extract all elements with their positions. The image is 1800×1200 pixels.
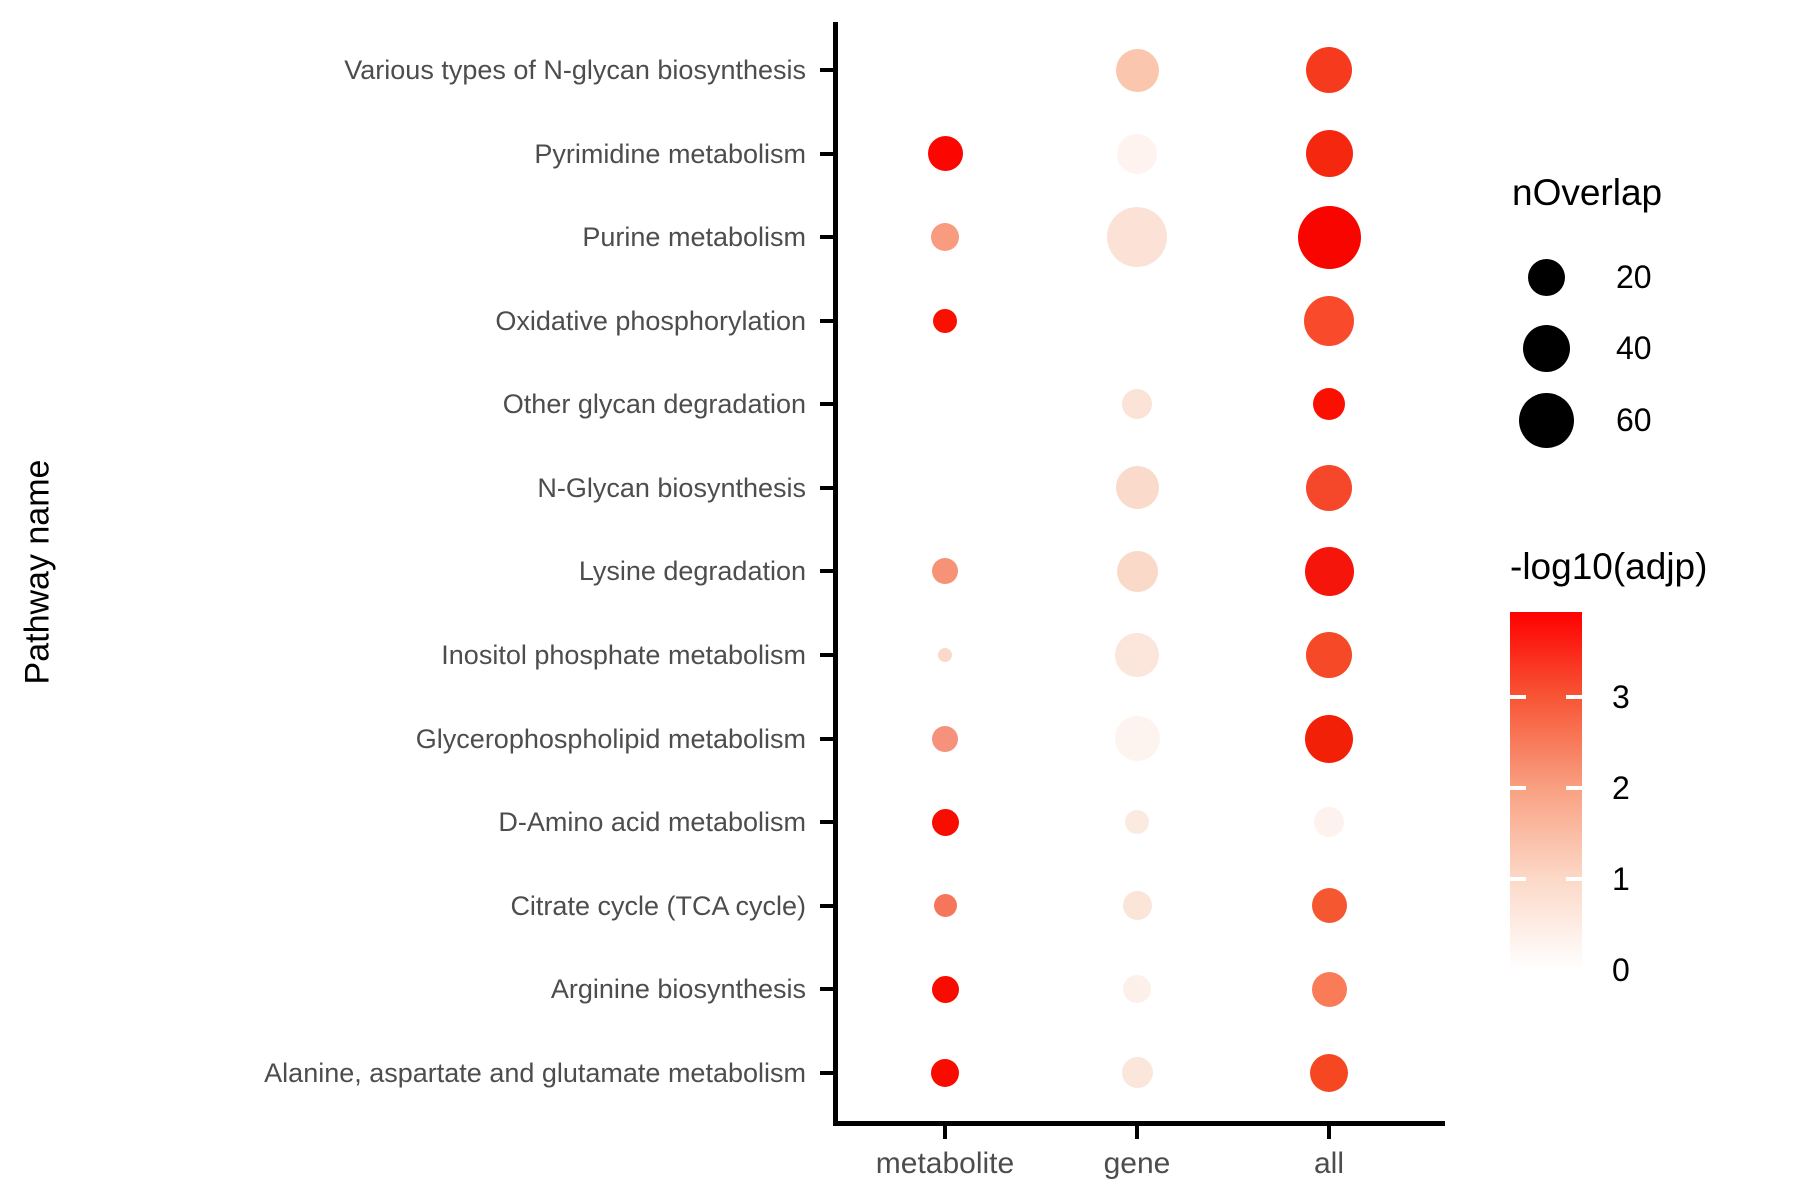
color-legend-title: -log10(adjp)	[1510, 546, 1708, 587]
colorbar-label: 2	[1612, 769, 1630, 806]
y-axis-tick	[820, 318, 833, 323]
y-axis-line	[833, 22, 838, 1126]
size-legend-circle	[1527, 258, 1565, 296]
data-dot	[1313, 388, 1345, 421]
data-dot	[1305, 130, 1353, 178]
size-legend-circle	[1522, 324, 1570, 372]
y-axis-tick	[820, 402, 833, 407]
y-axis-label: Various types of N-glycan biosynthesis	[344, 55, 806, 85]
data-dot	[1314, 807, 1344, 838]
y-axis-label: Pyrimidine metabolism	[534, 138, 806, 169]
data-dot	[1115, 466, 1159, 510]
colorbar-tick	[1566, 694, 1582, 699]
x-axis-label: gene	[1103, 1147, 1171, 1180]
y-axis-tick	[820, 235, 833, 240]
data-dot	[931, 223, 959, 252]
y-axis-label: Inositol phosphate metabolism	[441, 640, 806, 671]
data-dot	[1122, 891, 1152, 921]
size-legend-circle	[1518, 392, 1574, 448]
x-axis-tick	[1135, 1126, 1139, 1139]
data-dot	[938, 648, 952, 663]
data-dot	[1115, 48, 1159, 92]
y-axis-label: Arginine biosynthesis	[550, 974, 806, 1005]
data-dot	[1114, 716, 1160, 762]
data-dot	[1311, 971, 1347, 1007]
y-axis-tick	[820, 485, 833, 490]
data-dot	[1306, 47, 1352, 93]
data-dot	[1304, 295, 1354, 346]
colorbar-tick	[1510, 785, 1526, 790]
y-axis-label: Glycerophospholipid metabolism	[415, 723, 806, 754]
data-dot	[933, 894, 957, 918]
y-axis-label: Alanine, aspartate and glutamate metabol…	[264, 1057, 806, 1088]
data-dot	[1125, 810, 1149, 835]
colorbar-tick	[1566, 876, 1582, 881]
y-axis-label: N-Glycan biosynthesis	[537, 472, 806, 503]
data-dot	[1116, 550, 1158, 592]
y-axis-label: D-Amino acid metabolism	[498, 807, 806, 838]
y-axis-label: Purine metabolism	[582, 222, 806, 253]
data-dot	[1107, 207, 1167, 268]
data-dot	[1121, 1057, 1153, 1089]
y-axis-tick	[820, 736, 833, 741]
colorbar-tick	[1566, 785, 1582, 790]
data-dot	[1115, 633, 1159, 678]
colorbar-label: 3	[1612, 678, 1630, 715]
data-dot	[1297, 205, 1361, 269]
y-axis-tick	[820, 987, 833, 992]
x-axis-label: all	[1313, 1147, 1344, 1180]
y-axis-tick	[820, 68, 833, 72]
data-dot	[927, 136, 963, 172]
y-axis-label: Oxidative phosphorylation	[495, 305, 806, 336]
data-dot	[1311, 888, 1347, 924]
color-legend-gradient-bar	[1510, 612, 1582, 970]
x-axis-label: metabolite	[875, 1147, 1015, 1180]
colorbar-label: 1	[1612, 860, 1630, 897]
data-dot	[933, 308, 957, 333]
size-legend-label: 20	[1616, 259, 1652, 295]
size-legend-label: 40	[1616, 330, 1652, 366]
size-legend-label: 60	[1616, 402, 1652, 438]
y-axis-tick	[820, 653, 833, 658]
y-axis-label: Other glycan degradation	[502, 389, 806, 420]
y-axis-tick	[820, 1070, 833, 1075]
data-dot	[932, 725, 958, 752]
data-dot	[1310, 1053, 1348, 1092]
colorbar-tick	[1510, 694, 1526, 699]
x-axis-line	[833, 1121, 1445, 1126]
data-dot	[932, 558, 958, 585]
size-legend-title: nOverlap	[1512, 172, 1663, 213]
data-dot	[1305, 714, 1353, 763]
colorbar-tick	[1510, 876, 1526, 881]
y-axis-tick	[820, 151, 833, 156]
data-dot	[1306, 464, 1352, 511]
y-axis-label: Citrate cycle (TCA cycle)	[510, 890, 806, 921]
y-axis-tick	[820, 820, 833, 825]
data-dot	[1306, 632, 1352, 679]
y-axis-tick	[820, 903, 833, 908]
y-axis-tick	[820, 569, 833, 574]
data-dot	[931, 975, 959, 1003]
data-dot	[1122, 389, 1152, 420]
data-dot	[931, 808, 959, 836]
data-dot	[931, 1058, 959, 1087]
data-dot	[1304, 546, 1354, 596]
colorbar-label: 0	[1612, 952, 1630, 988]
data-dot	[1117, 133, 1157, 174]
y-axis-label: Lysine degradation	[578, 556, 806, 587]
x-axis-tick	[1327, 1126, 1331, 1139]
data-dot	[1123, 975, 1151, 1004]
x-axis-tick	[943, 1126, 947, 1139]
